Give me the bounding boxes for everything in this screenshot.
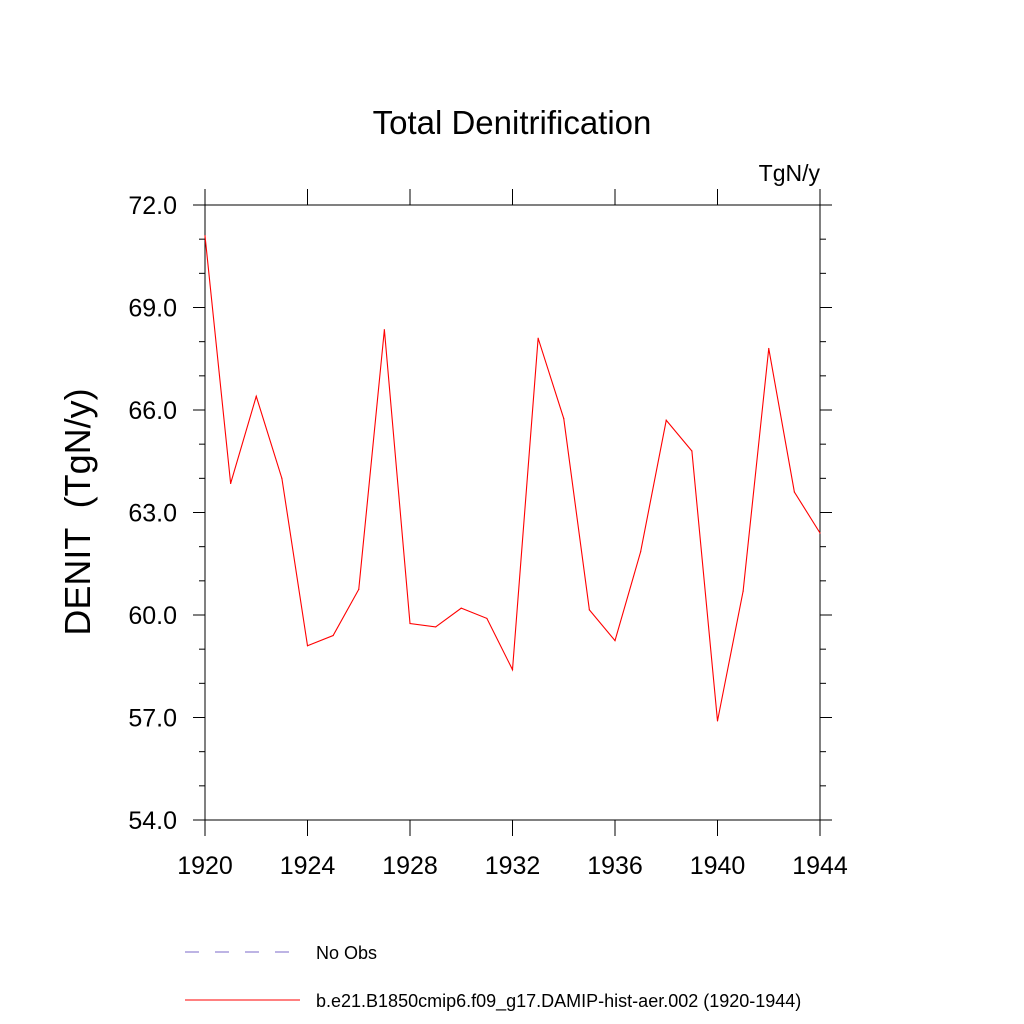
data-point: [614, 640, 616, 642]
data-point: [383, 329, 385, 331]
data-point: [332, 634, 334, 637]
x-tick-label: 1932: [485, 852, 541, 880]
y-tick-label: 69.0: [128, 295, 177, 323]
data-point: [204, 235, 206, 237]
x-tick-label: 1928: [382, 852, 438, 880]
data-point: [691, 450, 693, 452]
y-tick-label: 57.0: [128, 705, 177, 733]
y-tick-label: 72.0: [128, 192, 177, 220]
axes: [204, 204, 821, 821]
data-point: [409, 622, 411, 625]
data-point: [358, 588, 360, 590]
x-tick-label: 1920: [177, 852, 233, 880]
data-point: [281, 477, 283, 479]
x-tick-label: 1924: [280, 852, 336, 880]
data-point: [716, 720, 719, 722]
ticks: 54.0 57.0 60.0 63.0 66.0 69.0 72.0 1920 1924 1928…: [128, 189, 848, 880]
legend: No Obs b.e21.B1850cmip6.f09_g17.DAMIP-his…: [185, 943, 801, 1012]
data-point: [460, 607, 462, 609]
data-point: [511, 669, 514, 671]
data-point: [768, 347, 770, 350]
plot-frame: [204, 204, 821, 821]
data-point: [793, 491, 795, 493]
data-point: [230, 482, 232, 485]
y-tick-label: 66.0: [128, 397, 177, 425]
data-point: [563, 417, 565, 420]
x-tick-label: 1944: [792, 852, 848, 880]
data-point: [819, 532, 821, 534]
y-tick-label: 60.0: [128, 602, 177, 630]
legend-label: No Obs: [316, 943, 377, 963]
data-point: [640, 551, 642, 553]
data-point: [486, 617, 488, 620]
units-label: TgN/y: [759, 160, 821, 186]
data-point: [665, 419, 667, 421]
data-point: [255, 395, 257, 397]
legend-label: b.e21.B1850cmip6.f09_g17.DAMIP-hist-aer.…: [316, 991, 801, 1012]
y-axis-label: DENIT (TgN/y): [57, 388, 98, 635]
data-point: [742, 590, 744, 592]
data-point: [588, 609, 590, 611]
y-tick-label: 63.0: [128, 500, 177, 528]
x-tick-label: 1940: [690, 852, 746, 880]
data-point: [435, 626, 437, 628]
y-tick-label: 54.0: [128, 807, 177, 835]
series: [204, 235, 821, 722]
chart-title: Total Denitrification: [373, 104, 652, 141]
data-point: [537, 337, 539, 339]
x-tick-label: 1936: [587, 852, 643, 880]
data-point: [306, 645, 309, 647]
series-line: [204, 235, 821, 722]
